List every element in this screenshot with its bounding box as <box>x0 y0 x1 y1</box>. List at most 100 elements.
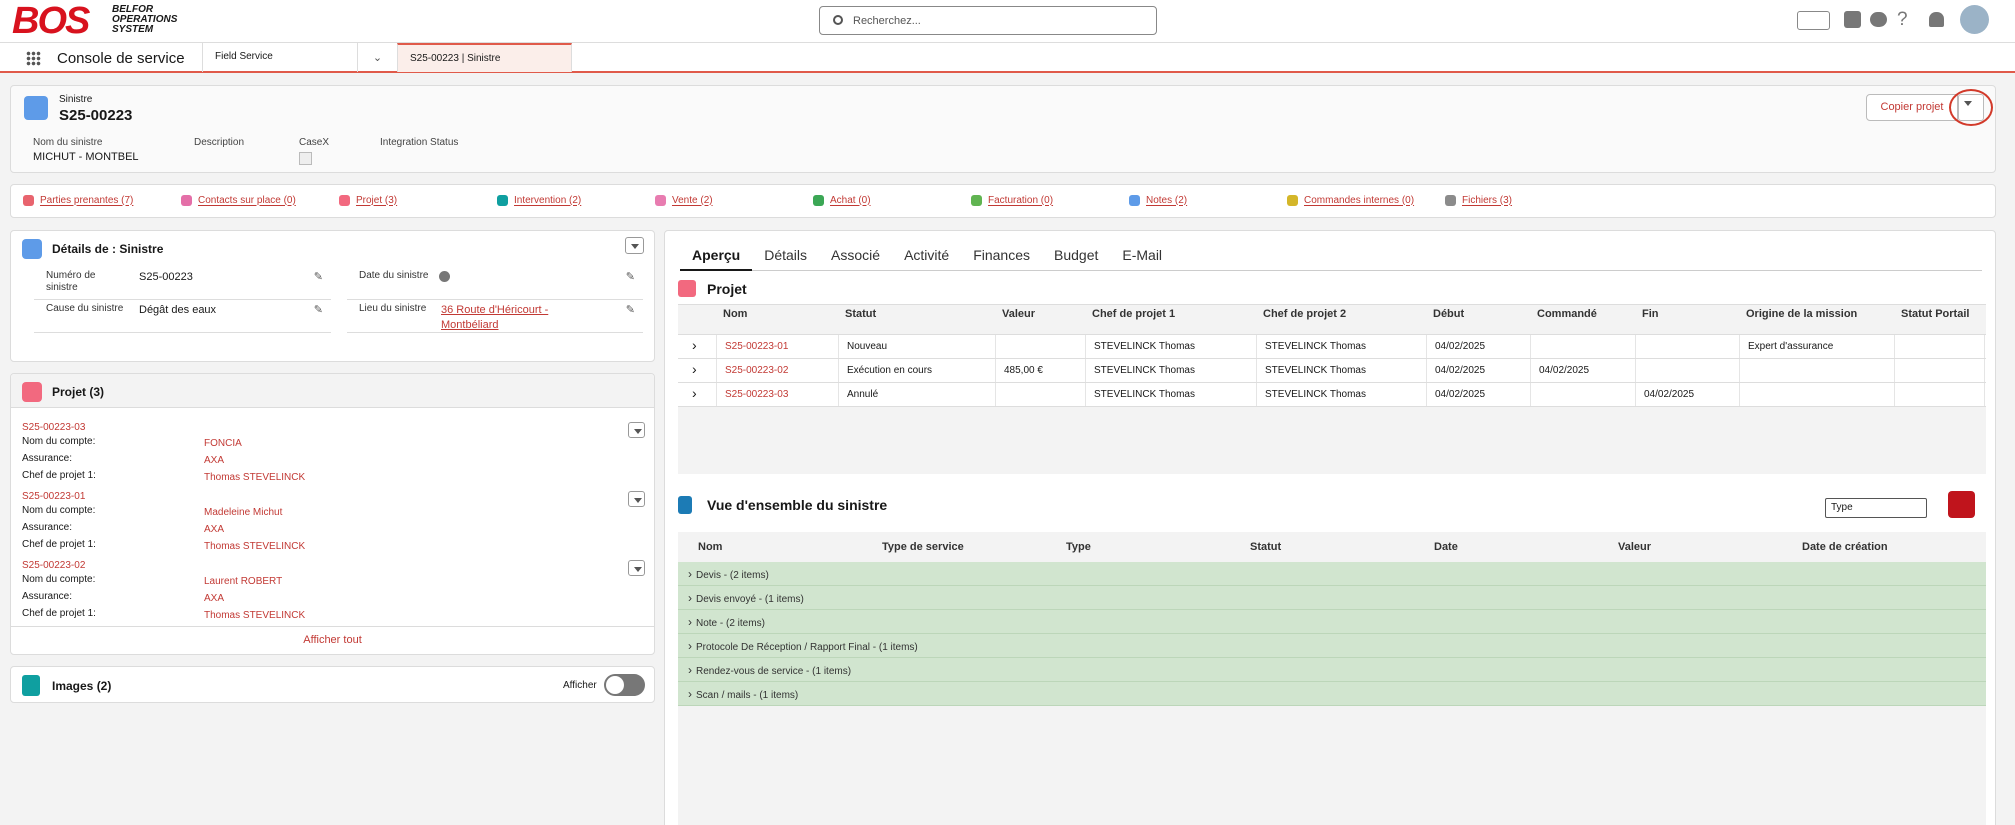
field-label: Chef de projet 1: <box>22 470 96 481</box>
table-cell[interactable]: › <box>678 335 717 358</box>
record-field: Nom du sinistre MICHUT - MONTBEL <box>33 137 139 163</box>
type-filter[interactable]: Type <box>1825 498 1927 518</box>
detail-field: Cause du sinistre Dégât des eaux ✎ <box>34 303 331 333</box>
group-label: Devis envoyé - (1 items) <box>696 594 804 605</box>
field-label: CaseX <box>299 137 330 148</box>
edit-icon[interactable]: ✎ <box>313 304 323 316</box>
table-cell <box>996 335 1086 358</box>
table-cell <box>996 383 1086 406</box>
project-dropdown[interactable] <box>628 560 645 576</box>
table-cell: Exécution en cours <box>839 359 996 382</box>
table-cell[interactable]: › <box>678 383 717 406</box>
table-row: › S25-00223-01 Nouveau STEVELINCK Thomas STE… <box>678 335 1986 359</box>
related-list-links: Parties prenantes (7) Contacts sur place … <box>10 184 1996 218</box>
chevron: › <box>688 663 692 677</box>
help-icon[interactable]: ? <box>1897 9 1908 30</box>
view-all-link[interactable]: Afficher tout <box>303 634 362 646</box>
table-cell: STEVELINCK Thomas <box>1086 359 1257 382</box>
table-row: › S25-00223-02 Exécution en cours 485,00 € S… <box>678 359 1986 383</box>
tab[interactable]: Activité <box>904 247 950 263</box>
favorites-button[interactable] <box>1797 11 1830 30</box>
table-cell <box>1531 383 1636 406</box>
project-link[interactable]: S25-00223-03 <box>22 422 86 433</box>
edit-icon[interactable]: ✎ <box>313 271 323 283</box>
related-link[interactable]: Intervention (2) <box>497 195 655 207</box>
group-label: Rendez-vous de service - (1 items) <box>696 666 852 677</box>
group-row[interactable]: › Note - (2 items) <box>678 610 1986 634</box>
table-cell[interactable]: S25-00223-02 <box>717 359 839 382</box>
related-link[interactable]: Facturation (0) <box>971 195 1129 207</box>
nav-tab[interactable]: Field Service <box>202 43 357 72</box>
related-link[interactable]: Parties prenantes (7) <box>23 195 181 207</box>
table-cell[interactable]: S25-00223-01 <box>717 335 839 358</box>
edit-icon[interactable]: ✎ <box>625 271 635 283</box>
group-row[interactable]: › Devis envoyé - (1 items) <box>678 586 1986 610</box>
related-icon <box>1129 195 1140 207</box>
copy-project-button[interactable]: Copier projet <box>1866 94 1958 121</box>
refresh-button[interactable] <box>1948 491 1975 518</box>
overview-icon <box>678 496 692 514</box>
nav-dropdown[interactable]: ⌄ <box>357 43 397 72</box>
filter-label: Type <box>1831 502 1853 513</box>
notifications-icon[interactable] <box>1929 12 1944 27</box>
projects-header <box>11 374 654 408</box>
nav-tab[interactable]: S25-00223 | Sinistre <box>397 43 572 72</box>
tab[interactable]: Détails <box>764 247 808 263</box>
related-label: Commandes internes (0) <box>1304 195 1415 207</box>
logo-line: SYSTEM <box>112 24 154 35</box>
related-icon <box>339 195 350 207</box>
table-header: Nom Statut Valeur Chef de projet 1 Chef de p… <box>678 305 1986 335</box>
project-link[interactable]: S25-00223-01 <box>22 491 86 502</box>
table-cell <box>1740 359 1895 382</box>
field-label: Numéro de sinistre <box>46 270 96 293</box>
toggle-switch[interactable] <box>604 674 645 696</box>
related-link[interactable]: Commandes internes (0) <box>1287 195 1445 207</box>
field-label: Nom du compte: <box>22 436 96 447</box>
related-link[interactable]: Notes (2) <box>1129 195 1287 207</box>
related-link[interactable]: Projet (3) <box>339 195 497 207</box>
tab[interactable]: E-Mail <box>1122 247 1163 263</box>
toggle-knob <box>606 676 624 694</box>
edit-icon[interactable]: ✎ <box>625 304 635 316</box>
new-button[interactable] <box>1844 11 1861 28</box>
nav-tab-label: S25-00223 | Sinistre <box>410 53 501 64</box>
projects-card: Projet (3) S25-00223-03 Nom du compte: FON… <box>10 373 655 655</box>
table-cell: STEVELINCK Thomas <box>1086 335 1257 358</box>
tab[interactable]: Associé <box>831 247 881 263</box>
info-icon <box>439 271 450 282</box>
table-cell[interactable]: › <box>678 359 717 382</box>
related-link[interactable]: Achat (0) <box>813 195 971 207</box>
related-link[interactable]: Fichiers (3) <box>1445 195 1603 207</box>
app-launcher[interactable] <box>26 51 41 66</box>
project-dropdown[interactable] <box>628 422 645 438</box>
related-link[interactable]: Contacts sur place (0) <box>181 195 339 207</box>
field-value: Madeleine Michut <box>204 507 283 518</box>
related-icon <box>971 195 982 207</box>
logo-line: OPERATIONS <box>112 14 178 25</box>
group-row[interactable]: › Scan / mails - (1 items) <box>678 682 1986 706</box>
tab[interactable]: Finances <box>973 247 1030 263</box>
field-label: Nom du sinistre <box>33 137 103 148</box>
details-dropdown[interactable] <box>625 237 644 254</box>
table-cell <box>1895 383 1985 406</box>
search-box[interactable]: Recherchez... <box>819 6 1157 35</box>
header-cell: Valeur <box>1618 541 1652 553</box>
related-link[interactable]: Vente (2) <box>655 195 813 207</box>
project-link[interactable]: S25-00223-02 <box>22 560 86 571</box>
group-row[interactable]: › Devis - (2 items) <box>678 562 1986 586</box>
avatar[interactable] <box>1960 5 1989 34</box>
cloud-icon[interactable] <box>1870 12 1887 27</box>
group-row[interactable]: › Rendez-vous de service - (1 items) <box>678 658 1986 682</box>
table-cell[interactable]: S25-00223-03 <box>717 383 839 406</box>
checkbox <box>299 152 312 165</box>
record-field: Integration Status <box>380 137 458 148</box>
project-dropdown[interactable] <box>628 491 645 507</box>
header-cell: Chef de projet 1 <box>1092 308 1176 320</box>
header-cell: Nom <box>723 308 748 320</box>
group-row[interactable]: › Protocole De Réception / Rapport Final … <box>678 634 1986 658</box>
app-name: Console de service <box>57 50 185 67</box>
logo: BOS <box>12 0 90 42</box>
tab[interactable]: Aperçu <box>680 243 753 271</box>
tab[interactable]: Budget <box>1054 247 1099 263</box>
button-label: Copier projet <box>1880 101 1944 113</box>
